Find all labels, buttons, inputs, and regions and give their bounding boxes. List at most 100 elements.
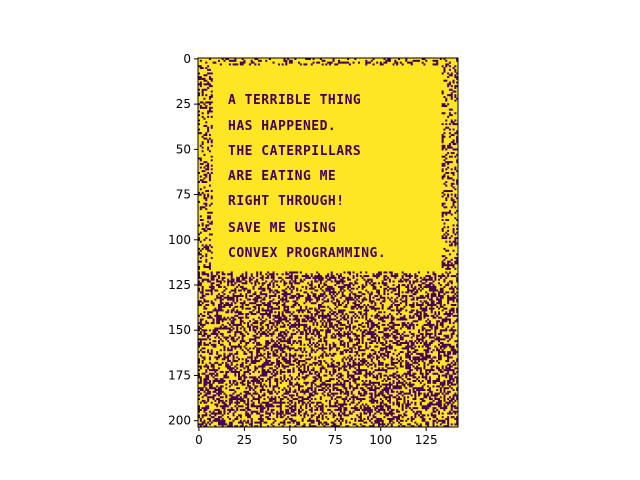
heatmap-cell	[354, 280, 357, 283]
heatmap-cell	[208, 358, 211, 361]
heatmap-cell	[365, 298, 368, 301]
heatmap-cell	[265, 323, 268, 326]
heatmap-cell	[443, 352, 446, 355]
heatmap-cell	[365, 376, 368, 379]
heatmap-cell	[363, 389, 366, 392]
heatmap-cell	[341, 378, 344, 381]
heatmap-cell	[268, 302, 271, 305]
heatmap-cell	[430, 332, 433, 335]
heatmap-cell	[328, 289, 331, 292]
heatmap-cell	[278, 341, 281, 344]
heatmap-cell	[267, 360, 270, 363]
heatmap-cell	[230, 383, 233, 386]
heatmap-cell	[241, 358, 244, 361]
heatmap-cell	[299, 360, 302, 363]
heatmap-cell	[334, 369, 337, 372]
heatmap-cell	[430, 367, 433, 370]
heatmap-cell	[343, 305, 346, 308]
heatmap-cell	[416, 356, 419, 359]
heatmap-cell	[339, 314, 342, 317]
heatmap-cell	[205, 253, 208, 256]
heatmap-cell	[412, 325, 415, 328]
heatmap-cell	[392, 331, 395, 334]
heatmap-cell	[298, 354, 301, 357]
heatmap-cell	[199, 106, 202, 109]
heatmap-cell	[385, 282, 388, 285]
heatmap-cell	[270, 363, 273, 366]
heatmap-cell	[268, 273, 271, 276]
heatmap-cell	[218, 381, 221, 384]
heatmap-cell	[254, 300, 257, 303]
heatmap-cell	[230, 322, 233, 325]
heatmap-cell	[368, 298, 371, 301]
heatmap-cell	[272, 389, 275, 392]
heatmap-cell	[388, 322, 391, 325]
heatmap-cell	[276, 307, 279, 310]
heatmap-cell	[370, 305, 373, 308]
heatmap-cell	[423, 336, 426, 339]
heatmap-cell	[241, 325, 244, 328]
heatmap-cell	[412, 320, 415, 323]
heatmap-cell	[272, 302, 275, 305]
heatmap-cell	[312, 329, 315, 332]
heatmap-cell	[347, 302, 350, 305]
heatmap-cell	[298, 378, 301, 381]
heatmap-cell	[216, 273, 219, 276]
heatmap-cell	[198, 237, 201, 240]
heatmap-cell	[219, 354, 222, 357]
heatmap-cell	[288, 347, 291, 350]
heatmap-cell	[199, 105, 202, 108]
heatmap-cell	[454, 211, 457, 214]
heatmap-cell	[254, 307, 257, 310]
heatmap-cell	[212, 287, 215, 290]
heatmap-cell	[198, 200, 201, 203]
heatmap-cell	[445, 316, 448, 319]
heatmap-cell	[439, 289, 442, 292]
heatmap-cell	[325, 374, 328, 377]
heatmap-cell	[278, 322, 281, 325]
heatmap-cell	[358, 304, 361, 307]
heatmap-cell	[307, 316, 310, 319]
heatmap-cell	[456, 77, 459, 80]
heatmap-cell	[298, 294, 301, 297]
heatmap-cell	[456, 367, 459, 370]
heatmap-cell	[258, 347, 261, 350]
heatmap-cell	[228, 291, 231, 294]
heatmap-cell	[239, 376, 242, 379]
heatmap-cell	[201, 356, 204, 359]
heatmap-cell	[414, 376, 417, 379]
heatmap-cell	[207, 146, 210, 149]
heatmap-cell	[350, 365, 353, 368]
heatmap-cell	[368, 61, 371, 64]
heatmap-cell	[221, 332, 224, 335]
heatmap-cell	[258, 331, 261, 334]
heatmap-cell	[248, 363, 251, 366]
heatmap-cell	[338, 61, 341, 64]
heatmap-cell	[432, 273, 435, 276]
heatmap-cell	[325, 340, 328, 343]
heatmap-cell	[210, 351, 213, 354]
heatmap-cell	[405, 374, 408, 377]
heatmap-cell	[372, 332, 375, 335]
heatmap-cell	[372, 331, 375, 334]
heatmap-cell	[239, 61, 242, 64]
heatmap-cell	[292, 294, 295, 297]
heatmap-cell	[407, 322, 410, 325]
heatmap-cell	[414, 372, 417, 375]
heatmap-cell	[239, 392, 242, 395]
heatmap-cell	[450, 190, 453, 193]
heatmap-cell	[239, 341, 242, 344]
heatmap-cell	[267, 314, 270, 317]
heatmap-cell	[290, 354, 293, 357]
heatmap-cell	[212, 398, 215, 401]
heatmap-cell	[210, 110, 213, 113]
heatmap-cell	[394, 349, 397, 352]
heatmap-cell	[228, 369, 231, 372]
heatmap-cell	[347, 390, 350, 393]
heatmap-cell	[350, 338, 353, 341]
heatmap-cell	[336, 313, 339, 316]
heatmap-cell	[385, 316, 388, 319]
heatmap-cell	[281, 356, 284, 359]
heatmap-cell	[419, 284, 422, 287]
heatmap-cell	[412, 323, 415, 326]
